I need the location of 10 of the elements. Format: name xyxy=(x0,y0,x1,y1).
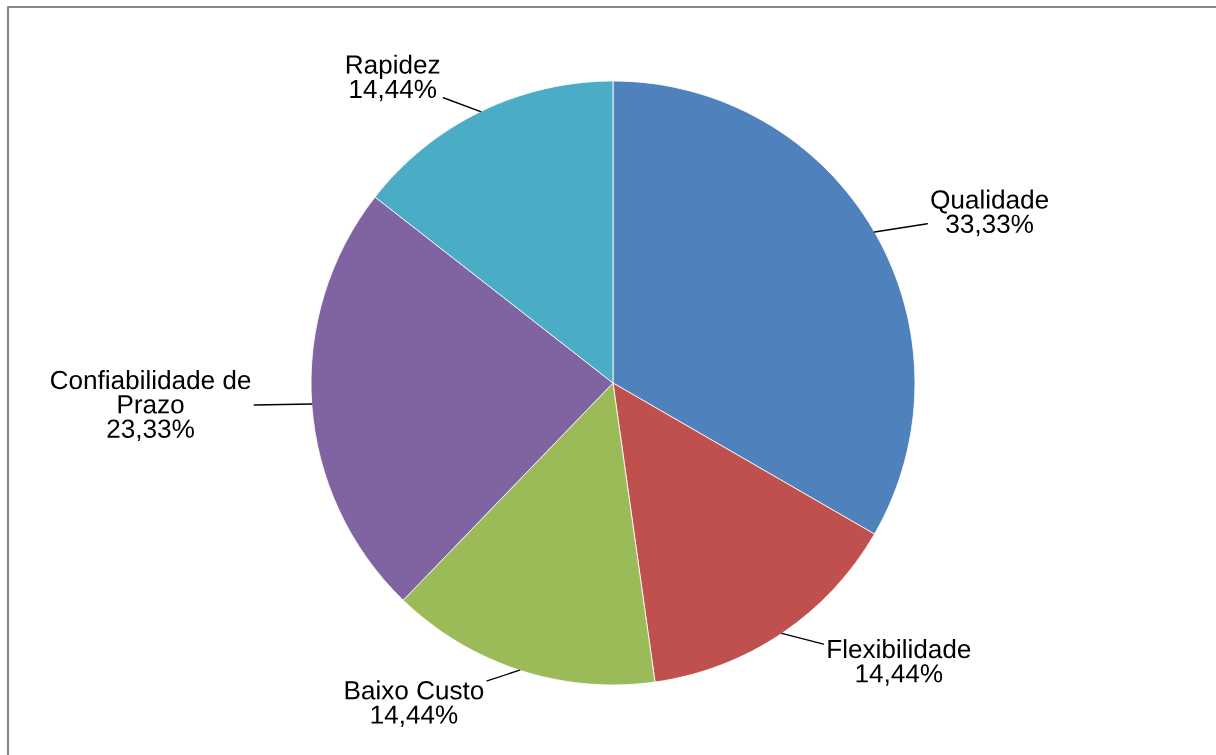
slice-label: Rapidez xyxy=(346,54,440,79)
slice-label: Flexibilidade xyxy=(828,639,971,659)
data-label: 33,33% xyxy=(946,214,1033,237)
slice-label: Qualidade xyxy=(931,189,1048,214)
slice-label: Confiabilidade de Prazo xyxy=(50,370,251,414)
data-label: 14,44% xyxy=(371,705,458,727)
slice-label: Baixo Custo xyxy=(345,680,484,700)
data-label: 23,33% xyxy=(107,419,194,442)
data-label: 14,44% xyxy=(350,79,437,102)
data-label: 14,44% xyxy=(856,664,943,686)
